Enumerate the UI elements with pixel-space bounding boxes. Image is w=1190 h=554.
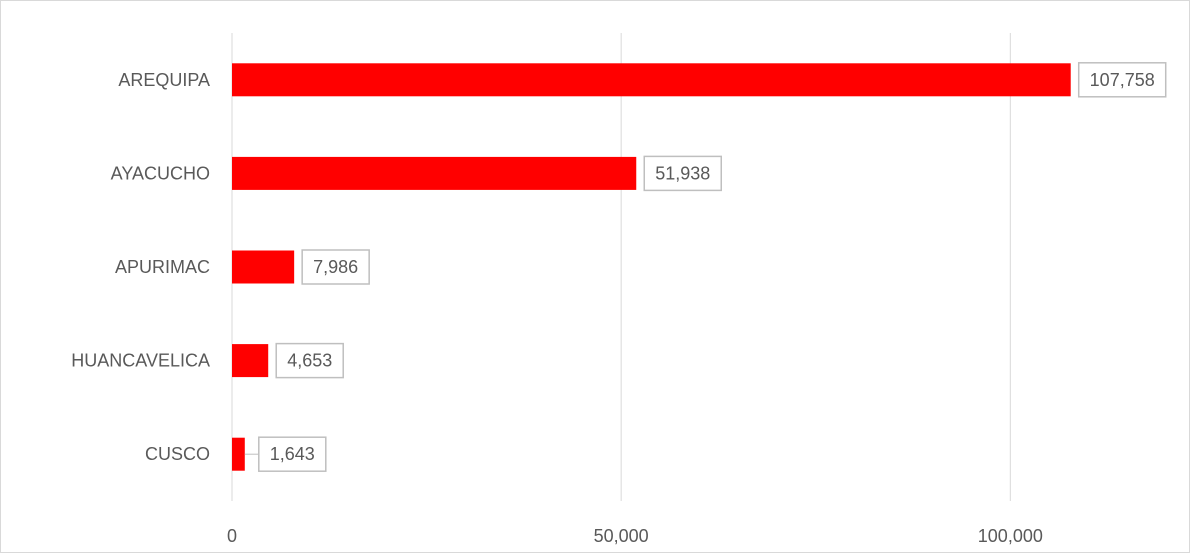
data-label: 107,758 <box>1090 70 1155 90</box>
bars <box>232 63 1071 471</box>
category-label: HUANCAVELICA <box>71 351 210 371</box>
bar-huancavelica <box>232 344 269 378</box>
data-label-box <box>275 342 344 379</box>
data-label: 51,938 <box>655 163 710 183</box>
data-label: 1,643 <box>270 444 315 464</box>
category-label: AYACUCHO <box>111 163 210 183</box>
data-label: 4,653 <box>287 351 332 371</box>
bar-ayacucho <box>232 156 637 190</box>
value-axis: 0 50,000 100,000 <box>227 526 1043 546</box>
category-label: AREQUIPA <box>118 70 210 90</box>
data-label-box <box>643 155 723 192</box>
x-tick-label: 50,000 <box>594 526 649 546</box>
bar-arequipa <box>232 63 1071 97</box>
data-labels: 107,758 51,938 7,986 4,653 1,643 <box>244 62 1167 472</box>
bar-cusco <box>232 437 245 471</box>
category-label: CUSCO <box>145 444 210 464</box>
bar-apurimac <box>232 250 295 284</box>
data-label-box <box>301 249 370 285</box>
x-tick-label: 100,000 <box>978 526 1043 546</box>
x-tick-label: 0 <box>227 526 237 546</box>
category-axis: AREQUIPA AYACUCHO APURIMAC HUANCAVELICA CUSC… <box>71 70 210 464</box>
data-label-box <box>1077 62 1167 98</box>
category-label: APURIMAC <box>115 257 210 277</box>
data-label: 7,986 <box>313 257 358 277</box>
data-label-box <box>258 436 327 472</box>
